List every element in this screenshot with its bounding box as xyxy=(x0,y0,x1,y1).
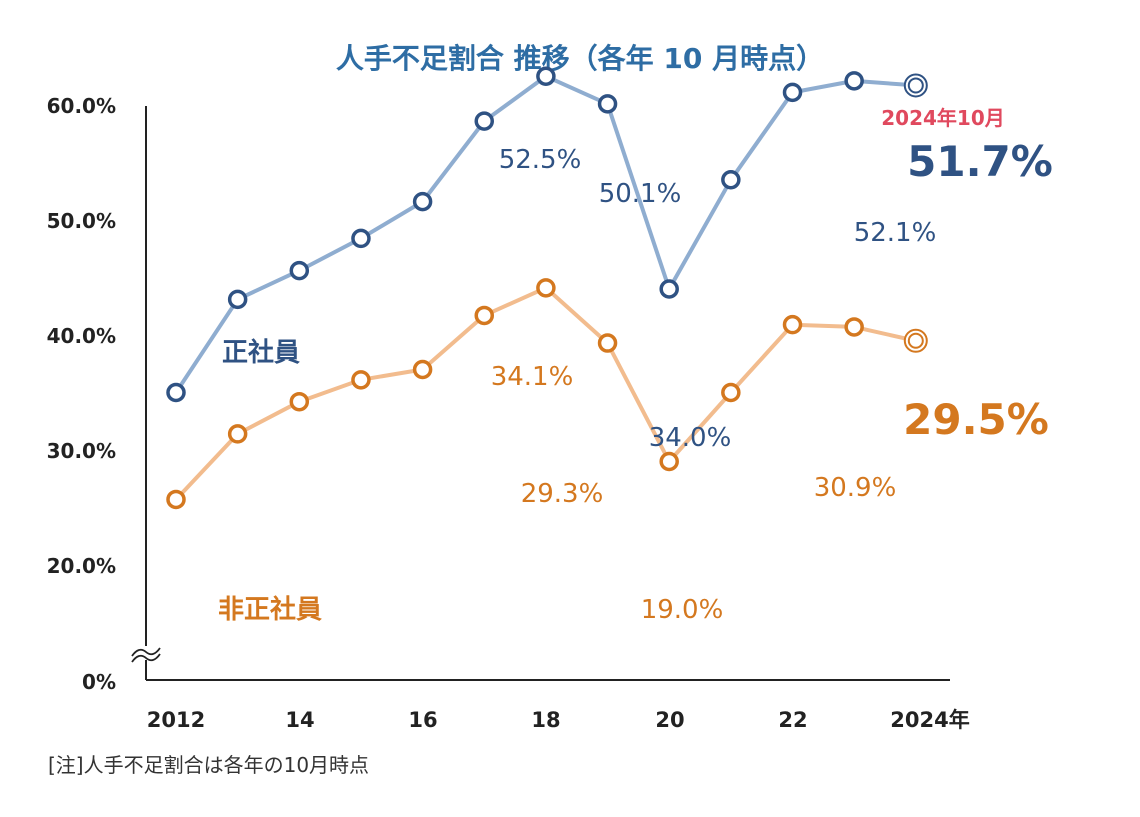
point-hiseishain-2015 xyxy=(351,370,371,390)
point-seishain-2021 xyxy=(721,170,741,190)
point-seishain-2014 xyxy=(289,260,310,281)
point-hiseishain-2020 xyxy=(659,451,679,472)
label-hiseishain-2019: 29.3% xyxy=(521,479,604,509)
x-tick-16: 16 xyxy=(408,708,437,732)
point-hiseishain-2024-inner-ring xyxy=(907,332,924,349)
point-seishain-2012 xyxy=(166,382,186,403)
point-seishain-2015 xyxy=(351,228,371,249)
label-hiseishain-2020: 19.0% xyxy=(641,595,724,625)
point-hiseishain-2018 xyxy=(536,278,556,298)
point-hiseishain-2022 xyxy=(782,314,803,335)
point-hiseishain-2014 xyxy=(289,391,310,412)
point-seishain-2023 xyxy=(844,71,864,91)
point-seishain-2024-inner-ring xyxy=(907,77,924,94)
label-seishain-2019: 50.1% xyxy=(599,179,682,209)
x-tick-18: 18 xyxy=(531,708,560,732)
point-hiseishain-2013 xyxy=(227,424,248,444)
y-tick-60: 60.0% xyxy=(47,94,116,118)
series-layer xyxy=(166,66,928,510)
y-tick-30: 30.0% xyxy=(47,439,116,463)
latest-value-hiseishain: 29.5% xyxy=(903,395,1049,444)
label-hiseishain-2023: 30.9% xyxy=(814,473,897,503)
label-seishain-2023: 52.1% xyxy=(854,218,937,248)
x-tick-14: 14 xyxy=(285,708,314,732)
x-tick-20: 20 xyxy=(655,708,684,732)
point-hiseishain-2019 xyxy=(597,333,618,353)
point-seishain-2017 xyxy=(474,111,494,131)
series-line-hiseishain xyxy=(174,285,917,501)
chart-title: 人手不足割合 推移（各年 10 月時点） xyxy=(336,42,824,75)
point-seishain-2016 xyxy=(412,191,433,212)
point-hiseishain-2016 xyxy=(412,359,433,380)
y-tick-0: 0% xyxy=(82,670,116,694)
point-seishain-2022 xyxy=(782,82,803,103)
latest-date-note: 2024年10月 xyxy=(881,106,1005,130)
y-axis: 60.0% 50.0% 40.0% 30.0% 20.0% 0% xyxy=(47,94,161,694)
point-hiseishain-2012 xyxy=(166,489,186,510)
label-hiseishain-2018: 34.1% xyxy=(491,362,574,392)
point-seishain-2013 xyxy=(227,289,248,310)
point-seishain-2019 xyxy=(597,94,618,114)
y-tick-40: 40.0% xyxy=(47,324,116,348)
x-tick-2012: 2012 xyxy=(147,708,205,732)
label-seishain-2018: 52.5% xyxy=(499,145,582,175)
series-name-hiseishain: 非正社員 xyxy=(218,594,322,625)
x-tick-22: 22 xyxy=(778,708,807,732)
axis-break-icon xyxy=(131,646,161,663)
point-hiseishain-2021 xyxy=(721,382,741,403)
y-tick-50: 50.0% xyxy=(47,209,116,233)
point-hiseishain-2023 xyxy=(844,317,864,337)
x-tick-2024: 2024年 xyxy=(890,708,969,732)
series-name-seishain: 正社員 xyxy=(222,337,300,368)
latest-value-seishain: 51.7% xyxy=(907,137,1053,186)
point-seishain-2020 xyxy=(659,279,679,299)
footnote: [注]人手不足割合は各年の10月時点 xyxy=(48,753,369,777)
point-seishain-2018 xyxy=(536,66,556,86)
label-seishain-2020: 34.0% xyxy=(649,423,732,453)
point-hiseishain-2017 xyxy=(474,305,494,326)
y-tick-20: 20.0% xyxy=(47,554,116,578)
x-axis: 2012 14 16 18 20 22 2024年 xyxy=(146,679,970,732)
